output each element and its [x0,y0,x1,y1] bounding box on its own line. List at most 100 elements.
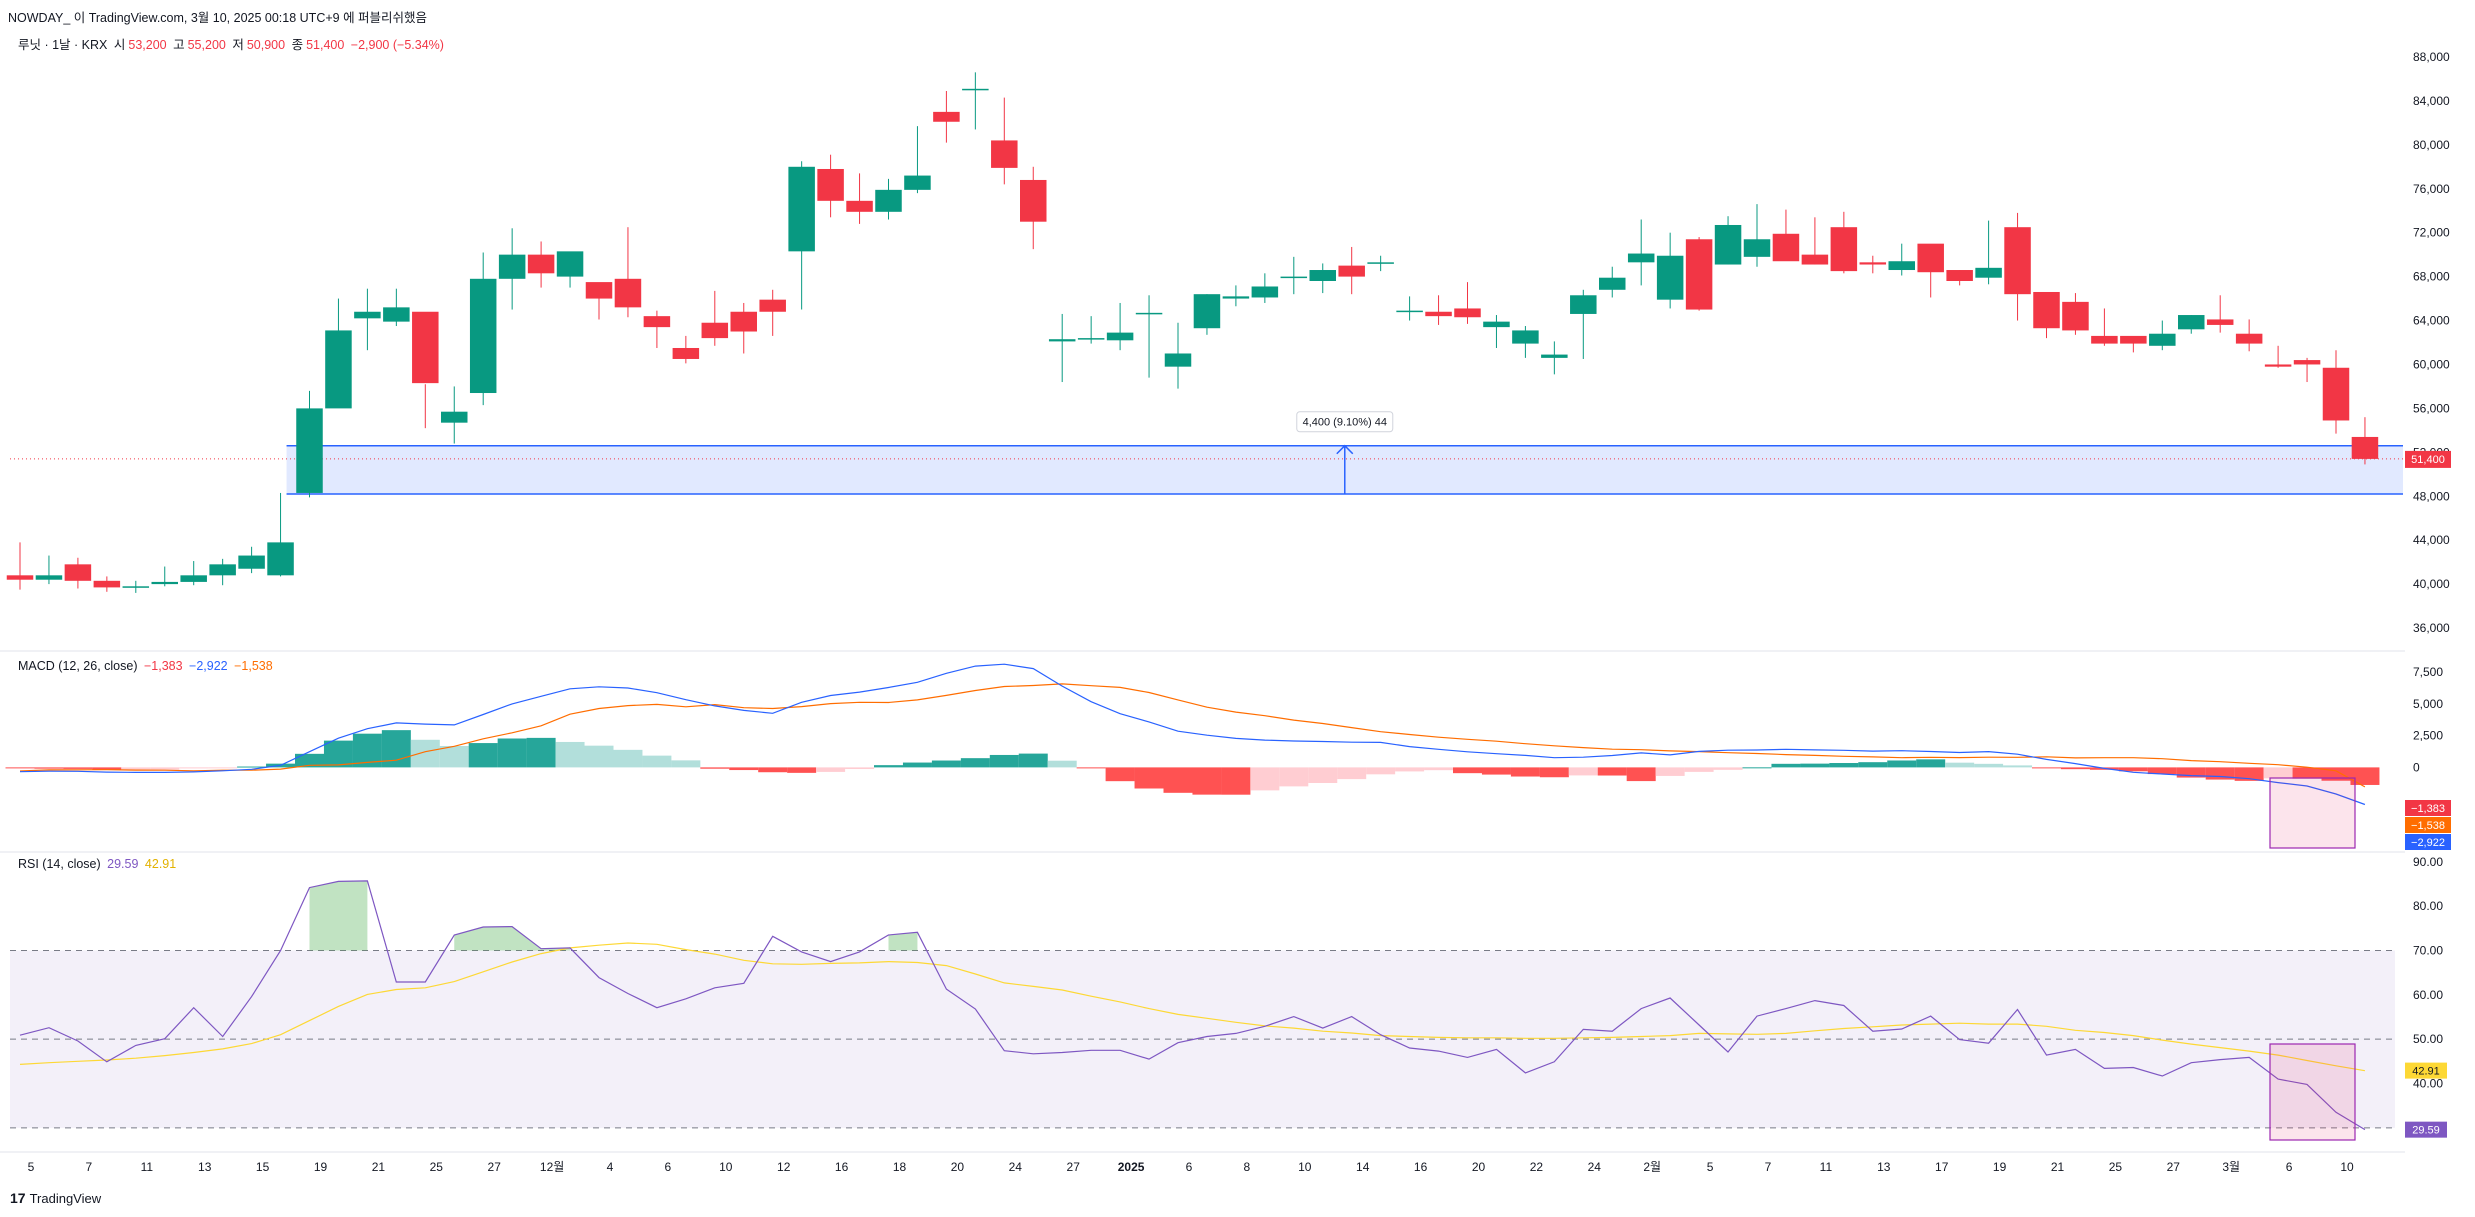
time-tick-label: 3월 [2222,1160,2240,1174]
rsi-tick-label: 50.00 [2413,1032,2443,1046]
macd-histogram-bar [121,767,151,770]
price-tick-label: 48,000 [2413,489,2450,503]
macd-value-tag [2405,817,2451,833]
macd-histogram-bar [1279,767,1309,787]
macd-histogram-bar [2292,767,2322,779]
macd-histogram-bar [1510,767,1540,777]
macd-histogram-bar [497,738,527,768]
rsi-value-tag-text: 42.91 [2412,1066,2440,1078]
candle-body [6,575,34,580]
high-label: 고 [173,38,185,52]
candle-body [1338,265,1365,277]
candle [933,91,960,143]
macd-histogram-bar [1887,760,1917,768]
macd-histogram-bar [295,753,324,768]
macd-histogram-bar [671,760,701,768]
candle [325,298,352,409]
candle [2351,417,2379,465]
macd-histogram-bar [237,766,267,768]
last-price-tag [2405,450,2451,468]
time-tick-label: 7 [86,1160,93,1174]
rsi-overbought-fill [309,880,368,951]
macd-histogram-bar [555,741,585,768]
candle-body [2004,227,2031,295]
footer-brand[interactable]: 17 TradingView [10,1190,101,1206]
macd-histogram-bar [1366,767,1396,775]
macd-histogram-bar [1916,759,1946,768]
macd-histogram-bar [1829,763,1859,768]
macd-highlight-box [2269,777,2356,849]
candle-body [2091,335,2118,344]
candle [556,251,584,288]
candle [1917,243,1944,298]
candle-body [2235,333,2263,344]
rsi-tick-label: 90.00 [2413,855,2443,869]
candle [6,542,34,590]
rsi-legend[interactable]: RSI (14, close) 29.59 42.91 [18,857,179,871]
macd-value-tag [2405,834,2451,850]
candle [1975,220,2002,285]
high-value: 55,200 [187,38,226,52]
symbol-label[interactable]: 루닛 · 1날 · KRX [18,38,108,52]
macd-histogram-bar [1395,767,1425,772]
macd-legend[interactable]: MACD (12, 26, close) −1,383 −2,922 −1,53… [18,659,276,673]
candle-body [2062,301,2089,331]
candle-body [585,282,613,299]
macd-histogram-bar [2060,767,2090,770]
macd-histogram-bar [1568,767,1598,776]
candle [2033,291,2060,339]
candle-body [1975,267,2002,278]
time-tick-label: 13 [1877,1160,1891,1174]
macd-histogram-bar [1424,767,1454,771]
candle-body [1135,312,1163,315]
candle [354,288,381,351]
close-label: 종 [291,38,304,52]
rsi-tick-label: 40.00 [2413,1077,2443,1091]
candle [701,290,729,346]
candle-body [498,254,526,279]
time-tick-label: 18 [893,1160,907,1174]
candle-body [296,408,323,493]
candle [1685,237,1713,311]
candle-body [1570,295,1597,314]
candle [1627,219,1655,286]
rsi-value-tag-text: 29.59 [2412,1125,2440,1137]
price-range-label: 4,400 (9.10%) 44 [1296,411,1394,433]
macd-histogram-bar [1453,767,1482,774]
candle [1367,255,1394,272]
candle-body [238,555,265,569]
candle [643,310,671,348]
candle [1772,209,1800,262]
candle [1251,273,1279,303]
candle-body [1859,262,1887,265]
candle [2149,320,2176,351]
candle-body [1714,224,1742,265]
candle-body [759,299,786,312]
candle [1512,326,1539,358]
candle-body [1599,277,1626,290]
rsi-value-tag [2405,1121,2447,1138]
candle [788,161,815,310]
time-tick-label: 19 [314,1160,328,1174]
candle-body [1772,233,1800,262]
price-tick-label: 56,000 [2413,401,2450,415]
candle [1425,295,1452,325]
candle [875,178,902,220]
candle [2120,335,2147,353]
candle-body [180,575,207,582]
macd-value-tag-text: −1,383 [2411,803,2445,815]
macd-histogram-bar [989,754,1019,768]
candle [1280,256,1308,295]
change-value: −2,900 (−5.34%) [350,38,444,52]
macd-histogram-bar [179,767,209,769]
macd-histogram-bar [381,730,411,768]
candle [962,72,989,130]
macd-histogram-bar [2263,767,2293,779]
macd-histogram-bar [931,760,961,768]
last-price-tag-text: 51,400 [2411,454,2445,466]
macd-histogram-bar [1018,753,1048,768]
candle-body [2033,291,2060,329]
close-value: 51,400 [306,38,345,52]
time-tick-label: 2월 [1643,1160,1661,1174]
